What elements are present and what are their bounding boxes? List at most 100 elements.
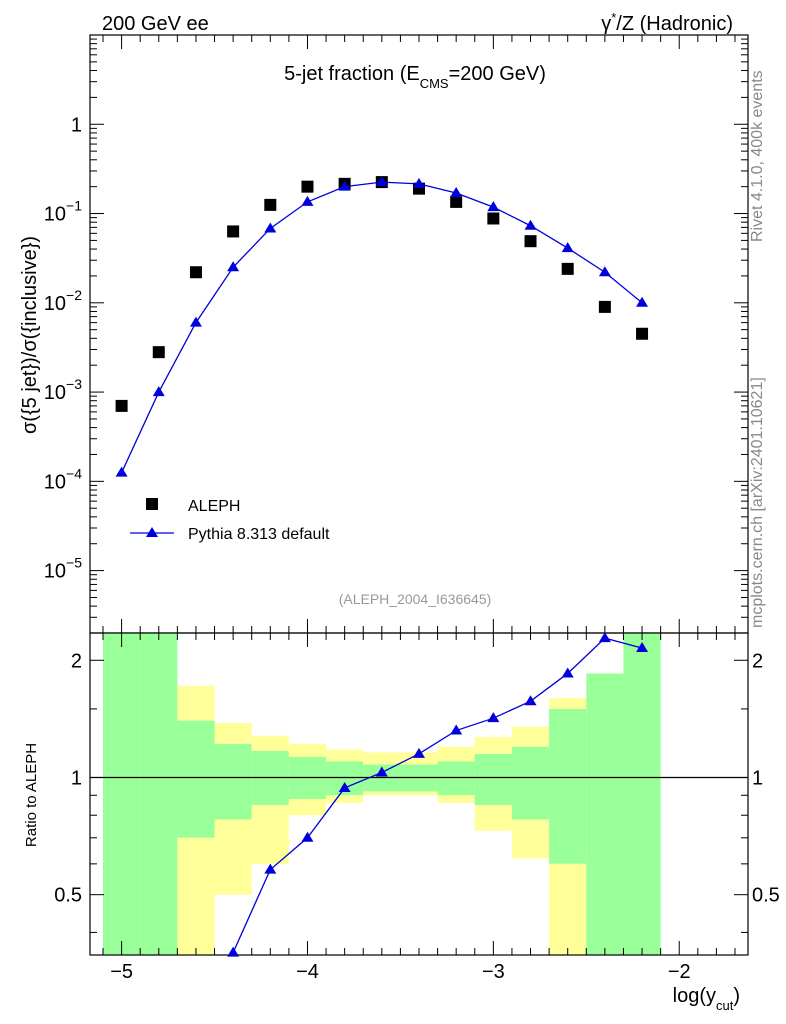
pythia-point: [227, 261, 240, 272]
green-band: [437, 761, 475, 796]
ratio-ytick-label-right: 2: [752, 650, 763, 672]
green-band: [214, 743, 252, 820]
green-band: [623, 633, 661, 955]
ratio-pythia-point: [227, 946, 240, 957]
aleph-point: [524, 235, 537, 248]
pythia-point: [561, 242, 574, 253]
ratio-ylabel: Ratio to ALEPH: [23, 743, 40, 847]
header-left: 200 GeV ee: [102, 13, 209, 35]
main-ytick-label: 1: [71, 114, 82, 136]
yellow-band: [326, 749, 364, 762]
ratio-pythia-point: [301, 831, 314, 842]
pythia-point: [598, 266, 611, 277]
yellow-band: [288, 743, 327, 757]
yellow-band: [437, 795, 475, 803]
ratio-ytick-label-right: 1: [752, 767, 763, 789]
ratio-axes: 0.5 0.5 1 1 2 2 −5 −4 −3 −2: [54, 632, 780, 983]
pythia-point: [413, 177, 425, 188]
x-axis-label: log(ycut): [673, 985, 740, 1013]
yellow-band: [400, 752, 438, 765]
yellow-band: [400, 791, 438, 796]
main-title: 5-jet fraction (ECMS=200 GeV): [284, 63, 546, 91]
yellow-band: [326, 795, 364, 803]
ratio-series: [227, 632, 649, 957]
x-tick-label: −3: [482, 961, 505, 983]
main-ytick-label: 10−4: [44, 465, 82, 493]
pythia-line: [121, 181, 643, 473]
yellow-band: [511, 819, 550, 859]
aleph-point: [227, 225, 240, 238]
ratio-pythia-line: [232, 637, 643, 953]
ratio-pythia-point: [375, 766, 388, 777]
main-ytick-label: 10−5: [44, 555, 82, 583]
pythia-point: [152, 386, 165, 397]
ratio-pythia-point: [636, 642, 649, 653]
ratio-bands: [103, 633, 661, 955]
yellow-band: [177, 685, 215, 721]
yellow-band: [437, 746, 475, 762]
green-band: [140, 633, 178, 955]
pythia-point: [301, 195, 314, 206]
yellow-band: [474, 804, 512, 831]
main-series: [115, 176, 649, 477]
ratio-ytick-label-left: 1: [71, 767, 82, 789]
side-label-rivet: Rivet 4.1.0, 400k events: [749, 70, 766, 242]
aleph-point: [115, 399, 128, 412]
green-band: [511, 746, 550, 820]
green-band: [586, 673, 624, 955]
green-band: [177, 720, 215, 838]
aleph-point: [301, 180, 314, 193]
legend-aleph-label: ALEPH: [188, 498, 240, 515]
yellow-band: [363, 752, 401, 765]
ratio-pythia-point: [561, 667, 574, 678]
yellow-band: [474, 737, 512, 754]
legend-aleph-marker: [146, 498, 158, 510]
ratio-pythia-point: [450, 724, 463, 735]
pythia-point: [338, 180, 351, 191]
pythia-point: [264, 222, 277, 233]
ratio-ytick-label-left: 2: [71, 650, 82, 672]
green-band: [549, 708, 587, 864]
aleph-point: [152, 346, 165, 359]
ratio-pythia-point: [524, 695, 537, 706]
main-frame: [89, 34, 749, 634]
ratio-pythia-point: [598, 632, 611, 643]
aleph-point: [189, 266, 202, 279]
yellow-band: [549, 698, 587, 709]
legend-mc-marker: [146, 527, 158, 537]
yellow-band: [214, 723, 252, 744]
yellow-band: [363, 791, 401, 796]
pythia-point: [375, 176, 388, 187]
pythia-point: [189, 316, 202, 327]
yellow-band: [251, 804, 289, 864]
yellow-band: [251, 735, 289, 751]
aleph-point: [636, 327, 649, 340]
header-right: γ*/Z (Hadronic): [601, 10, 733, 35]
legend-mc-label: Pythia 8.313 default: [188, 526, 330, 543]
green-band: [474, 753, 512, 805]
yellow-band: [549, 863, 587, 955]
ratio-ytick-label-right: 0.5: [752, 885, 780, 907]
aleph-point: [264, 198, 277, 211]
pythia-point: [115, 466, 128, 477]
yellow-band: [288, 799, 327, 816]
ratio-pythia-point: [338, 781, 351, 792]
green-band: [103, 633, 141, 955]
main-ytick-label: 10−1: [44, 198, 82, 226]
yellow-band: [511, 726, 550, 747]
yellow-band: [177, 837, 215, 955]
ratio-pythia-point: [264, 863, 277, 874]
pythia-point: [636, 296, 649, 307]
x-tick-label: −4: [296, 961, 319, 983]
ratio-pythia-point: [487, 712, 500, 723]
ratio-ytick-label-left: 0.5: [54, 885, 82, 907]
analysis-watermark: (ALEPH_2004_I636645): [339, 591, 492, 607]
pythia-point: [524, 219, 537, 230]
legend: ALEPH Pythia 8.313 default: [130, 498, 330, 543]
aleph-point: [561, 262, 574, 275]
main-ylabel: σ({5 jet})/σ({inclusive}): [19, 236, 41, 434]
x-tick-label: −5: [110, 961, 133, 983]
aleph-point: [598, 300, 611, 313]
x-tick-label: −2: [668, 961, 691, 983]
